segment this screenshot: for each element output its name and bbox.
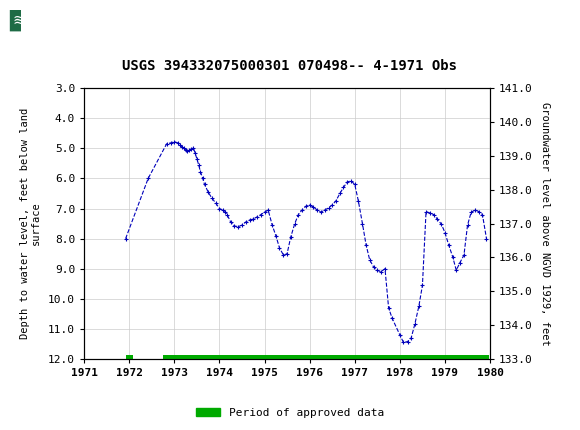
Y-axis label: Groundwater level above NGVD 1929, feet: Groundwater level above NGVD 1929, feet xyxy=(540,102,550,345)
Legend: Period of approved data: Period of approved data xyxy=(191,403,389,422)
Text: USGS: USGS xyxy=(67,10,130,31)
Bar xyxy=(6,4,58,37)
Y-axis label: Depth to water level, feet below land
surface: Depth to water level, feet below land su… xyxy=(20,108,41,339)
Text: ≋: ≋ xyxy=(13,13,26,28)
Text: USGS 394332075000301 070498-- 4-1971 Obs: USGS 394332075000301 070498-- 4-1971 Obs xyxy=(122,59,458,73)
Text: █: █ xyxy=(9,10,20,31)
